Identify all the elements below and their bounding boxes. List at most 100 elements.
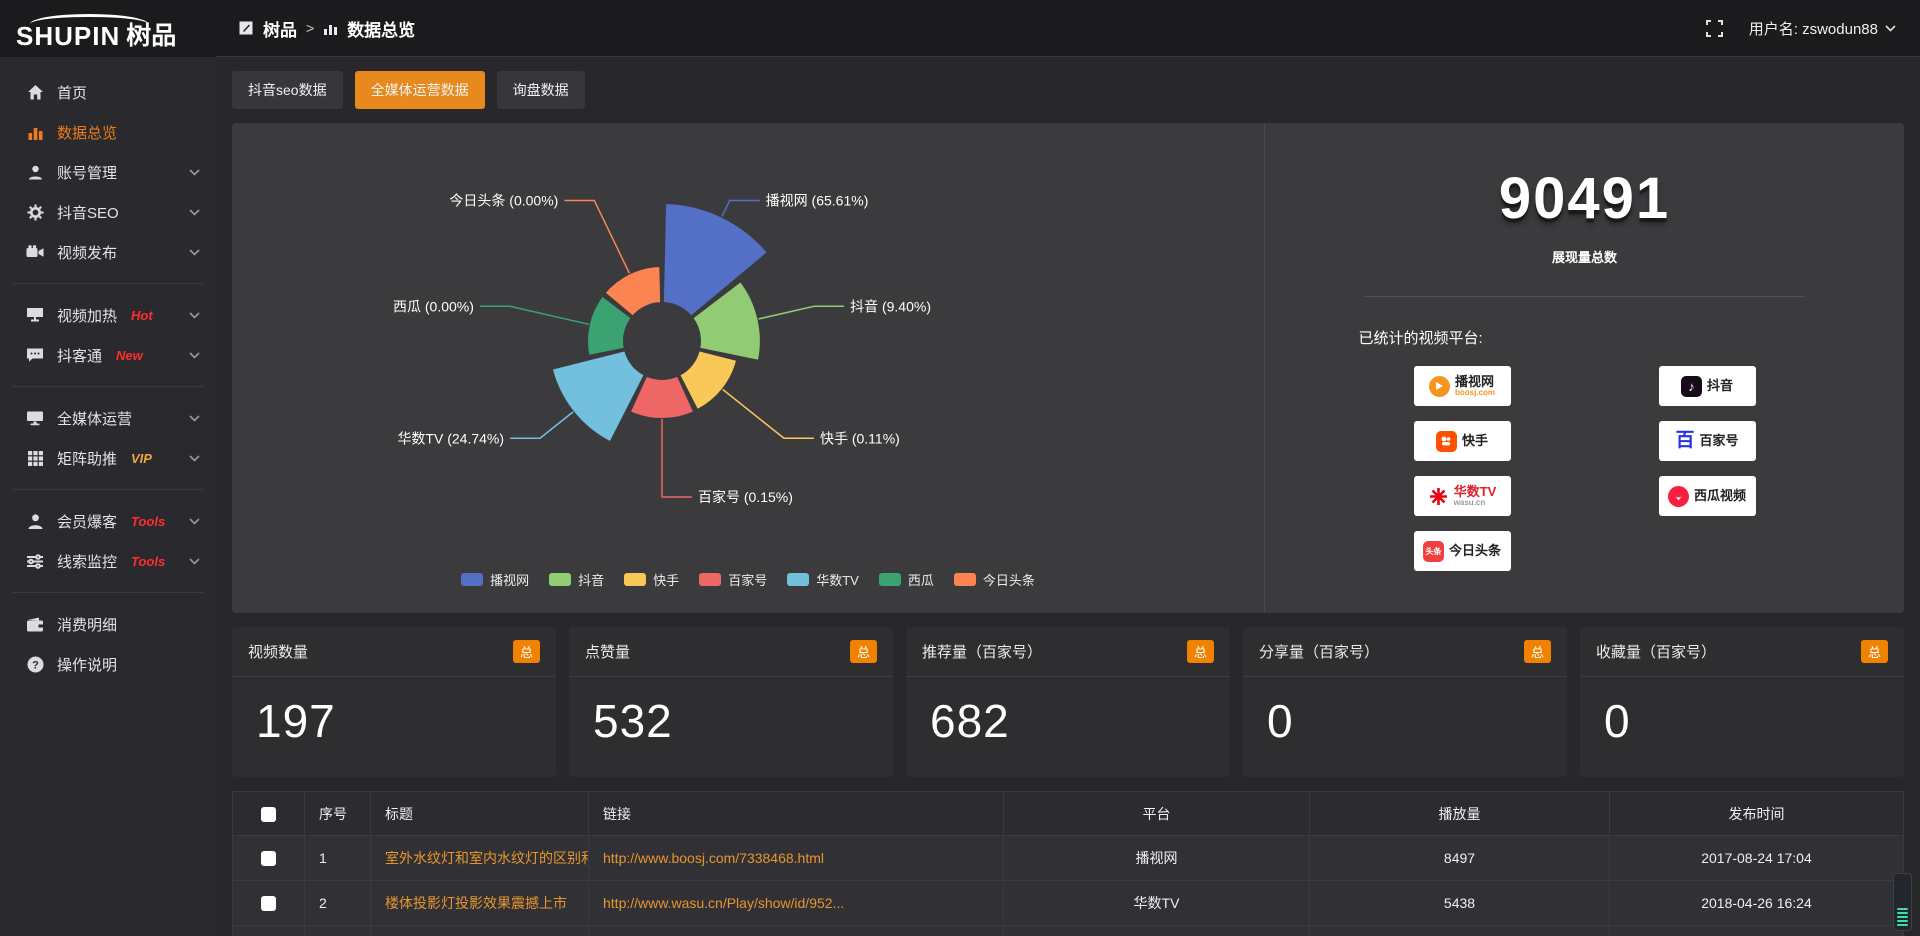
sidebar-item-video-heat[interactable]: 视频加热 Hot xyxy=(0,295,216,335)
sidebar-item-douyin-seo[interactable]: 抖音SEO xyxy=(0,192,216,232)
chevron-down-icon xyxy=(189,248,200,256)
pie-slice-快手[interactable] xyxy=(677,349,739,412)
legend-label: 百家号 xyxy=(728,573,768,588)
tab-3[interactable]: 询盘数据 xyxy=(496,71,585,109)
summary-divider xyxy=(1364,296,1805,297)
legend-item-播视网[interactable]: 播视网 xyxy=(461,570,529,589)
platform-badge-kuaishou: 快手 xyxy=(1413,421,1511,461)
pie-slice-抖音[interactable] xyxy=(690,279,762,362)
wasu-logo-icon xyxy=(1428,486,1449,507)
legend-label: 华数TV xyxy=(816,573,859,588)
legend-swatch xyxy=(624,573,647,586)
rose-pie-svg: 播视网 (65.61%) 抖音 (9.40%) 快手 (0.11%) 百家号 (0.1… xyxy=(393,192,931,505)
sidebar-item-account-manage[interactable]: 账号管理 xyxy=(0,152,216,192)
app-logo[interactable]: SHUPIN 树品 xyxy=(0,0,216,57)
row-time: 2018-04-26 16:24 xyxy=(1609,880,1904,926)
table-row: 1 室外水纹灯和室内水纹灯的区别和简介 http://www.boosj.com/7… xyxy=(232,835,1904,881)
floating-widget[interactable] xyxy=(1893,873,1912,931)
edit-square-icon xyxy=(238,20,254,36)
legend-item-百家号[interactable]: 百家号 xyxy=(699,570,767,589)
stat-card-2: 点赞量 总 532 xyxy=(569,627,893,777)
sidebar-item-member-baoke[interactable]: 会员爆客 Tools xyxy=(0,501,216,541)
sidebar-item-tag: Tools xyxy=(131,513,166,529)
pie-slice-百家号[interactable] xyxy=(628,374,696,421)
stat-card-title: 点赞量 xyxy=(585,644,631,661)
sidebar-item-matrix-boost[interactable]: 矩阵助推 VIP xyxy=(0,438,216,478)
table-header-3: 链接 xyxy=(588,791,1004,836)
legend-item-华数TV[interactable]: 华数TV xyxy=(787,570,859,589)
legend-item-抖音[interactable]: 抖音 xyxy=(549,570,604,589)
sidebar-divider xyxy=(12,283,204,284)
pie-slice-华数TV[interactable] xyxy=(550,349,647,444)
platform-badge-baijiahao: 百百家号 xyxy=(1658,421,1756,461)
sidebar-item-label: 视频加热 xyxy=(57,307,118,325)
fullscreen-icon[interactable] xyxy=(1705,19,1723,37)
platform-badge-text: 快手 xyxy=(1462,434,1488,448)
grid-icon xyxy=(26,449,44,467)
row-index: 2 xyxy=(304,880,371,926)
legend-label: 抖音 xyxy=(578,573,605,588)
table-row-title-link[interactable]: 室外水纹灯和室内水纹灯的区别和简介 xyxy=(385,850,588,866)
sidebar-item-tag: Tools xyxy=(131,553,166,569)
sidebar-item-clue-monitor[interactable]: 线索监控 Tools xyxy=(0,541,216,581)
kuaishou-logo-icon xyxy=(1435,430,1457,452)
sidebar-item-home[interactable]: 首页 xyxy=(0,72,216,112)
stat-card-header: 分享量（百家号） 总 xyxy=(1243,627,1567,677)
logo-text-en: SHUPIN xyxy=(16,14,148,49)
pie-label: 快手 (0.11%) xyxy=(820,430,900,446)
sliders-icon xyxy=(26,552,44,570)
legend-label: 西瓜 xyxy=(907,573,934,588)
sidebar-divider xyxy=(12,592,204,593)
table-row-url-link[interactable]: http://www.wasu.cn/Play/show/id/952... xyxy=(603,895,845,911)
chevron-down-icon xyxy=(189,168,200,176)
sidebar-item-video-publish[interactable]: 视频发布 xyxy=(0,232,216,272)
stat-card-3: 推荐量（百家号） 总 682 xyxy=(906,627,1230,777)
legend-item-西瓜[interactable]: 西瓜 xyxy=(878,570,934,589)
sidebar-item-douketong[interactable]: 抖客通 New xyxy=(0,335,216,375)
sidebar-item-tag: Hot xyxy=(131,307,153,323)
stat-card-value: 0 xyxy=(1604,695,1631,747)
legend-item-今日头条[interactable]: 今日头条 xyxy=(953,570,1035,589)
row-checkbox[interactable] xyxy=(261,896,276,912)
total-impressions-value: 90491 xyxy=(1498,166,1671,231)
chevron-down-icon xyxy=(1885,24,1896,32)
stat-card-header: 收藏量（百家号） 总 xyxy=(1580,627,1904,677)
tab-1[interactable]: 抖音seo数据 xyxy=(232,71,343,109)
table-header-5: 播放量 xyxy=(1309,791,1610,836)
pie-slice-播视网[interactable] xyxy=(661,202,770,319)
xigua-logo-icon xyxy=(1667,485,1689,507)
breadcrumb-root[interactable]: 树品 xyxy=(263,20,297,40)
chevron-down-icon xyxy=(189,414,200,422)
sidebar-item-tag: New xyxy=(116,347,143,363)
table-row-title-link[interactable]: 楼体投影灯投影效果震撼上市 xyxy=(385,895,567,911)
sidebar-item-consume-detail[interactable]: 消费明细 xyxy=(0,604,216,644)
row-cell-empty xyxy=(1003,925,1310,936)
row-views: 5438 xyxy=(1309,880,1610,926)
pie-slice-今日头条[interactable] xyxy=(603,264,663,319)
platform-subtext: boosj.com xyxy=(1454,387,1495,397)
platform-name: 播视网 xyxy=(1454,373,1494,389)
table-row-url-link[interactable]: http://www.boosj.com/7338468.html xyxy=(603,850,825,866)
stat-cards: 视频数量总 197 点赞量总 532 推荐量（百家号）总 682 分享量（百家号）总 0 收藏量… xyxy=(232,627,1904,777)
user-menu[interactable]: 用户名: zswodun88 xyxy=(1749,18,1896,39)
pie-label-line xyxy=(758,305,845,320)
sidebar-item-operation-guide[interactable]: ? 操作说明 xyxy=(0,644,216,684)
stat-card-value: 682 xyxy=(930,695,1010,747)
pie-slice-西瓜[interactable] xyxy=(586,294,634,358)
legend-swatch xyxy=(953,573,976,586)
chevron-down-icon xyxy=(189,311,200,319)
sidebar-item-label: 视频发布 xyxy=(57,244,118,262)
chart-legend: 播视网 抖音 快手 百家号 华数TV 西瓜 今日头条 xyxy=(232,570,1264,589)
table-header-2: 标题 xyxy=(370,791,589,836)
select-all-checkbox[interactable] xyxy=(261,806,276,822)
row-checkbox[interactable] xyxy=(261,851,276,867)
tab-2[interactable]: 全媒体运营数据 xyxy=(354,71,485,109)
row-cell-empty xyxy=(1609,925,1904,936)
sidebar-item-media-operation[interactable]: 全媒体运营 xyxy=(0,398,216,438)
comment-icon xyxy=(26,346,44,364)
legend-item-快手[interactable]: 快手 xyxy=(624,570,679,589)
sidebar-item-data-overview[interactable]: 数据总览 xyxy=(0,112,216,152)
pie-label: 西瓜 (0.00%) xyxy=(393,298,474,314)
desktop-icon xyxy=(26,409,44,427)
gear-icon xyxy=(26,203,44,221)
